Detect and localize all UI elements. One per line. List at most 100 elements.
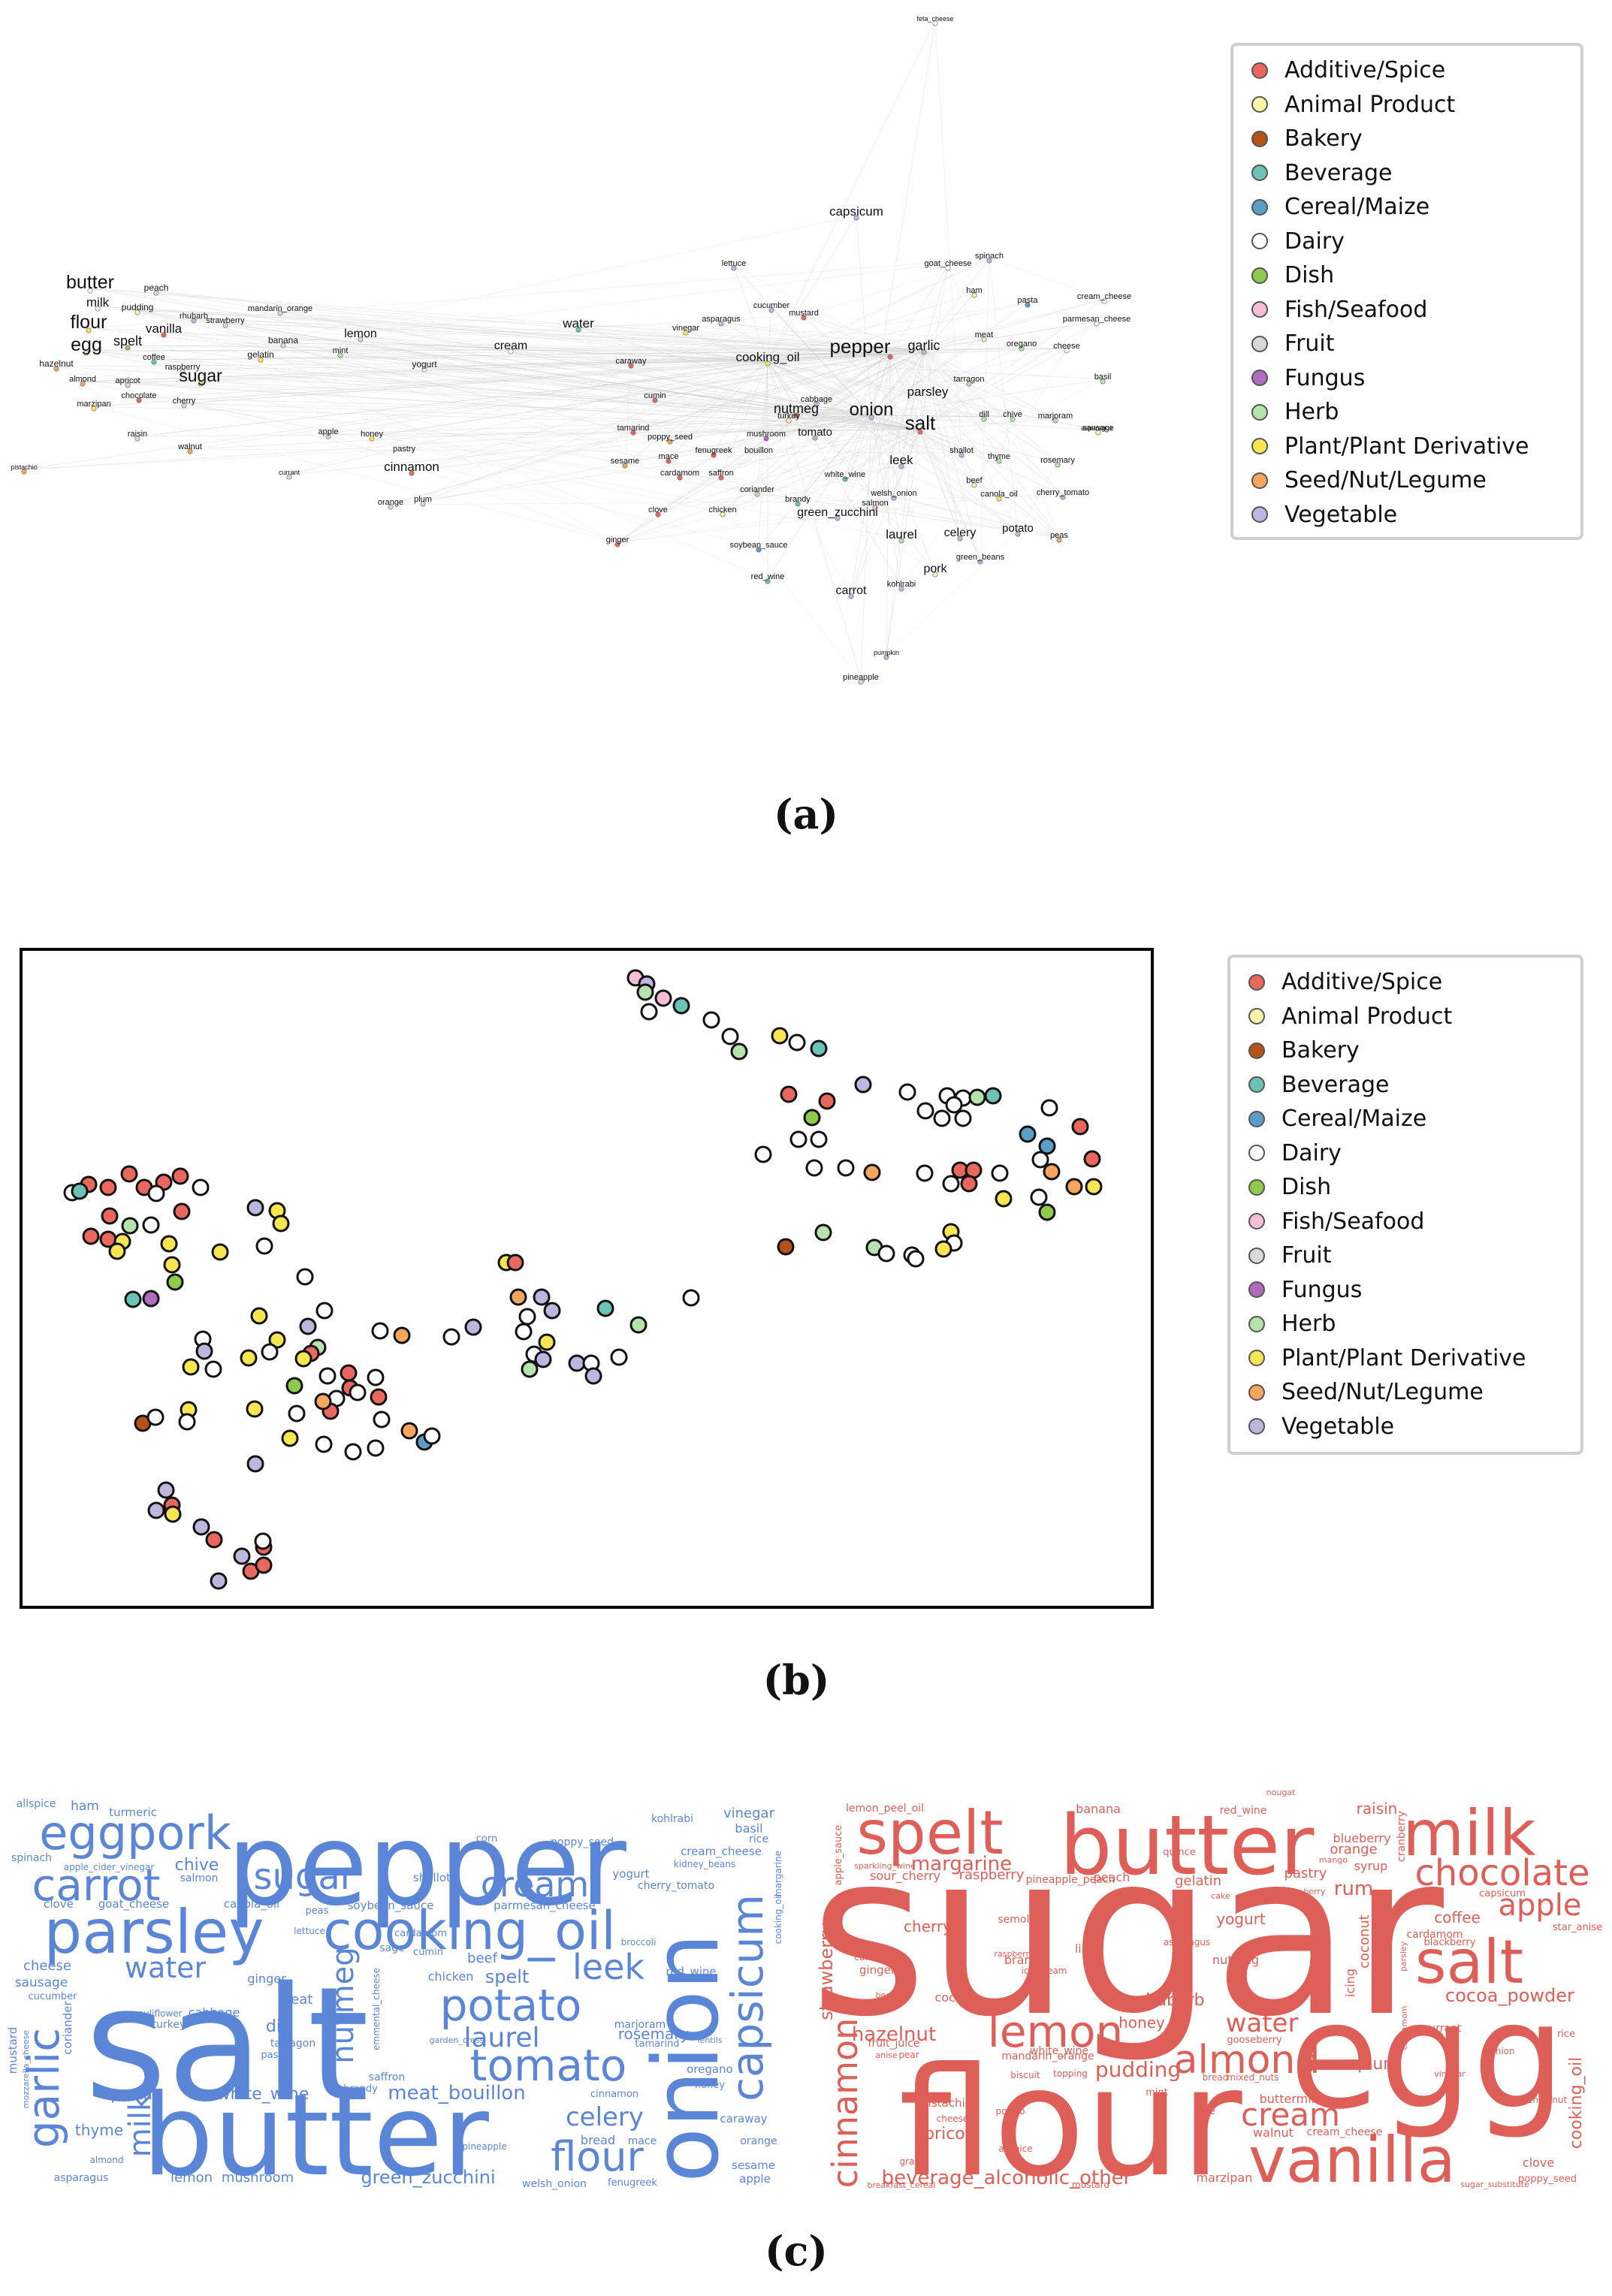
word-cloud-word: pepper <box>227 1800 626 1931</box>
network-edge <box>390 354 891 505</box>
word-cloud-word: cream <box>1241 2096 1340 2133</box>
word-cloud-word: raspberry <box>959 1867 1025 1883</box>
network-edge <box>617 258 990 543</box>
word-cloud-word: kidney_beans <box>674 1859 735 1869</box>
network-node-label: pasta <box>1018 296 1039 305</box>
network-edge <box>668 361 768 460</box>
network-edge <box>137 309 341 354</box>
network-node-label: sugar <box>179 366 222 385</box>
legend-label: Herb <box>1284 399 1339 426</box>
network-node <box>134 436 140 442</box>
panel-b-scatter <box>20 948 1154 1609</box>
legend-label: Fish/Seafood <box>1281 1208 1425 1235</box>
network-node-label: pork <box>923 563 947 575</box>
network-edge <box>390 429 921 505</box>
network-edge <box>138 397 1019 533</box>
legend-item: Herb <box>1251 395 1562 430</box>
network-edge <box>189 361 768 450</box>
word-cloud-word: garlic <box>18 2028 69 2148</box>
network-node-label: mint <box>333 346 349 355</box>
network-edge <box>980 258 990 560</box>
network-edge <box>260 348 1067 358</box>
network-node <box>981 416 987 422</box>
word-cloud-word: basil <box>735 1821 762 1836</box>
network-edge <box>127 327 579 384</box>
legend-item: Herb <box>1248 1307 1562 1341</box>
word-cloud-word: parsley <box>1399 1941 1408 1972</box>
word-cloud-word: topping <box>1053 2068 1088 2079</box>
legend-swatch <box>1248 1145 1265 1162</box>
network-node-label: meat <box>975 330 993 339</box>
network-node <box>80 381 86 387</box>
word-cloud-word: plum <box>1357 2055 1399 2074</box>
network-edge <box>155 290 872 416</box>
legend-item: Seed/Nut/Legume <box>1248 1375 1562 1410</box>
network-edge <box>837 429 921 517</box>
word-cloud-word: semolina <box>998 1914 1045 1926</box>
word-cloud-word: goat_cheese <box>98 1897 170 1911</box>
network-edge <box>183 403 759 548</box>
word-cloud-word: meat <box>278 1992 313 2008</box>
network-edge <box>901 348 1067 587</box>
network-node <box>180 369 186 375</box>
network-node <box>1100 379 1106 385</box>
network-node <box>812 435 818 441</box>
legend-b: Additive/Spice Animal Product Bakery Bevera… <box>1227 955 1583 1455</box>
legend-swatch <box>1248 1350 1265 1367</box>
network-edge <box>767 415 872 580</box>
network-edge <box>767 361 1000 497</box>
network-node-label: leek <box>889 453 913 467</box>
network-node <box>1052 418 1058 424</box>
network-node <box>1025 302 1031 308</box>
word-cloud-word: potato <box>440 1980 582 2031</box>
word-cloud-word: honey <box>1118 2014 1165 2032</box>
word-cloud-word: beef <box>467 1951 498 1966</box>
word-cloud-word: cocoa <box>935 1990 971 2005</box>
network-edge <box>632 258 990 431</box>
network-node <box>872 505 878 511</box>
network-node <box>858 679 864 685</box>
network-edge <box>260 357 768 362</box>
network-edge <box>893 495 1060 539</box>
word-cloud-word: orange <box>740 2135 777 2147</box>
network-node-label: garlic <box>907 338 940 353</box>
network-node <box>966 381 972 387</box>
network-edge <box>630 302 1028 364</box>
word-cloud-word: margarine <box>911 1853 1012 1875</box>
network-edge <box>422 363 632 502</box>
word-cloud-word: nutmeg <box>326 1947 361 2063</box>
network-edge <box>617 354 891 543</box>
word-cloud-word: lemon_peel_oil <box>846 1803 924 1815</box>
network-edge <box>328 433 618 543</box>
word-cloud-word: rum <box>1334 1878 1374 1900</box>
word-cloud-word: pasta <box>110 2085 152 2103</box>
word-cloud-word: brandy <box>343 2083 378 2095</box>
network-edge <box>923 321 1097 351</box>
network-edge <box>889 354 902 465</box>
word-cloud-word: mango <box>1319 1855 1348 1865</box>
network-edge <box>923 298 1105 351</box>
network-edge <box>390 349 925 505</box>
network-node-label: salt <box>905 412 936 434</box>
word-cloud-word: coconut <box>1357 1914 1372 1969</box>
word-cloud-word: carrot <box>854 1952 881 1963</box>
network-node-label: coffee <box>143 353 165 362</box>
network-edge <box>923 349 1064 496</box>
network-node <box>917 429 923 435</box>
legend-swatch <box>1251 198 1268 216</box>
network-node-label: onion <box>850 400 894 420</box>
word-cloud-word: pistachio <box>921 2096 972 2110</box>
network-edge <box>282 258 990 344</box>
network-node-label: walnut <box>177 442 202 451</box>
word-cloud-word: canola_oil <box>224 1897 280 1911</box>
legend-swatch <box>1248 1281 1265 1299</box>
network-edge <box>771 307 1019 533</box>
network-node <box>848 593 854 599</box>
word-cloud-word: cooking_oil <box>1567 2057 1586 2149</box>
word-cloud-word: rice <box>749 1833 768 1845</box>
word-cloud-word: cinnamon <box>825 2018 865 2189</box>
network-node <box>125 382 131 388</box>
word-cloud-word: ginger <box>247 1972 286 1986</box>
